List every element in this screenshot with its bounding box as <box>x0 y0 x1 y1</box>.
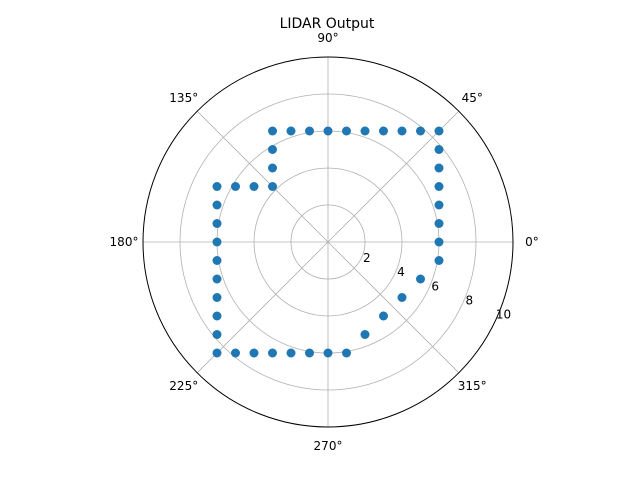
data-point <box>434 256 444 265</box>
data-point <box>212 219 222 228</box>
radial-tick-label: 8 <box>466 294 474 308</box>
angular-gridline <box>327 241 460 374</box>
data-point <box>342 348 351 358</box>
chart-title: LIDAR Output <box>280 16 375 32</box>
data-point <box>323 348 333 358</box>
data-point <box>360 126 370 136</box>
data-point <box>231 182 240 191</box>
radial-tick-label: 2 <box>363 251 371 265</box>
data-point <box>249 182 259 191</box>
angle-tick-label: 270° <box>314 439 343 453</box>
angle-tick-label: 225° <box>169 379 198 393</box>
data-point <box>212 293 222 302</box>
radial-tick-labels: 2 4 6 8 10 <box>363 251 511 322</box>
data-point <box>397 293 407 302</box>
data-point <box>434 163 444 173</box>
data-point <box>305 348 314 358</box>
data-point <box>323 126 333 136</box>
data-point <box>231 348 240 358</box>
angular-gridline <box>196 110 329 243</box>
data-point <box>212 237 222 247</box>
data-point <box>397 126 407 136</box>
data-point <box>416 274 425 284</box>
data-point <box>212 274 222 284</box>
data-point <box>268 145 277 154</box>
data-point <box>305 126 314 136</box>
radial-tick-label: 6 <box>431 279 439 293</box>
data-point <box>212 256 222 265</box>
data-point <box>434 219 444 228</box>
angle-tick-label: 45° <box>462 91 483 105</box>
data-point <box>416 126 425 136</box>
data-point <box>434 145 444 154</box>
angle-tick-label: 180° <box>110 235 139 249</box>
data-point <box>342 126 351 136</box>
data-point <box>379 126 388 136</box>
data-point <box>268 348 277 358</box>
data-point <box>212 311 222 321</box>
data-point <box>268 126 277 136</box>
polar-frame <box>142 56 514 428</box>
scatter-points <box>212 126 444 358</box>
data-point <box>434 126 444 136</box>
data-point <box>434 182 444 191</box>
data-point <box>268 182 277 191</box>
polar-grid <box>142 56 514 428</box>
data-point <box>212 182 222 191</box>
data-point <box>212 330 222 339</box>
data-point <box>212 200 222 210</box>
data-point <box>434 200 444 210</box>
data-point <box>212 348 222 358</box>
data-point <box>286 126 296 136</box>
angle-tick-label: 90° <box>317 31 338 45</box>
data-point <box>360 330 370 339</box>
data-point <box>286 348 296 358</box>
radial-tick-label: 4 <box>397 265 405 279</box>
data-point <box>249 348 259 358</box>
angle-tick-labels: 0° 45° 90° 135° 180° 225° 270° 315° <box>110 31 539 453</box>
data-point <box>379 311 388 321</box>
data-point <box>434 237 444 247</box>
angle-tick-label: 315° <box>458 379 487 393</box>
angle-tick-label: 135° <box>169 91 198 105</box>
angle-tick-label: 0° <box>525 235 539 249</box>
data-point <box>268 163 277 173</box>
radial-tick-label: 10 <box>496 308 511 322</box>
